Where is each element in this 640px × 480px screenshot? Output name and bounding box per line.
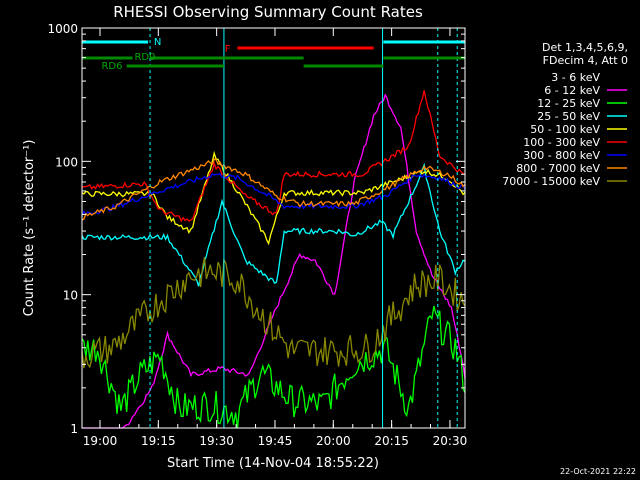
series-line-5 (81, 90, 466, 223)
legend-header-0: Det 1,3,4,5,6,9, (542, 41, 628, 54)
y-axis-label: Count Rate (s⁻¹ detector⁻¹) (22, 140, 37, 317)
y-tick-label-1: 10 (63, 289, 78, 303)
x-tick-label-5: 20:15 (374, 434, 409, 448)
legend-label-5: 100 - 300 keV (523, 136, 600, 149)
legend-label-7: 800 - 7000 keV (516, 162, 600, 175)
series-line-2 (81, 305, 466, 428)
x-tick-label-1: 19:15 (141, 434, 176, 448)
legend-label-0: 3 - 6 keV (551, 71, 600, 84)
x-tick-label-0: 19:00 (83, 434, 118, 448)
axis-ticks: 19:00 19:15 19:30 19:45 20:00 20:15 20:30 1 10 10… (47, 22, 467, 448)
plot-area: N F RD0 RD6 19:00 19:15 19:30 19:45 20:00 20:15 2… (47, 22, 467, 448)
y-tick-label-3: 1000 (47, 22, 78, 36)
x-tick-label-2: 19:30 (199, 434, 234, 448)
x-tick-label-4: 20:00 (316, 434, 351, 448)
plot-frame (81, 27, 466, 429)
legend-label-3: 25 - 50 keV (537, 110, 600, 123)
series-line-6 (81, 172, 466, 216)
rd0-flag-label: RD0 (134, 52, 155, 63)
x-tick-label-6: 20:30 (433, 434, 468, 448)
legend-label-8: 7000 - 15000 keV (502, 175, 600, 188)
legend-label-6: 300 - 800 keV (523, 149, 600, 162)
chart-title: RHESSI Observing Summary Count Rates (113, 3, 423, 21)
legend-label-2: 12 - 25 keV (537, 97, 600, 110)
series-line-3 (81, 162, 466, 287)
y-tick-label-0: 1 (70, 422, 78, 436)
f-flag-label: F (225, 44, 231, 55)
legend: Det 1,3,4,5,6,9,FDecim 4, Att 0 3 - 6 keV… (502, 41, 628, 188)
series-lines (81, 90, 466, 429)
timestamp: 22-Oct-2021 22:22 (560, 467, 636, 476)
legend-label-1: 6 - 12 keV (544, 84, 600, 97)
series-line-7 (81, 158, 466, 221)
rd6-flag-label: RD6 (101, 61, 122, 72)
series-line-8 (81, 257, 466, 369)
series-line-1 (82, 93, 466, 429)
legend-label-4: 50 - 100 keV (530, 123, 600, 136)
status-flags: N F RD0 RD6 (82, 28, 465, 428)
n-flag-label: N (154, 37, 161, 48)
x-axis-label: Start Time (14-Nov-04 18:55:22) (167, 456, 379, 471)
y-tick-label-2: 100 (55, 155, 78, 169)
legend-header-1: FDecim 4, Att 0 (543, 54, 628, 67)
x-tick-label-3: 19:45 (258, 434, 293, 448)
